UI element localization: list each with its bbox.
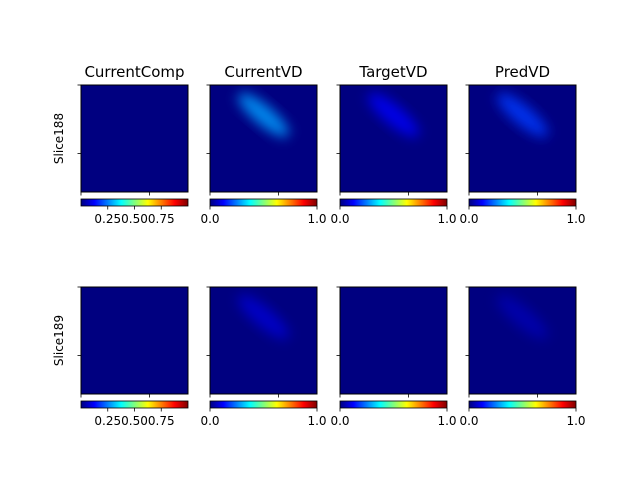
heatmap-background: [340, 85, 447, 192]
heatmap-feature: [238, 295, 289, 339]
colorbar-tick-label: 1.0: [437, 212, 456, 226]
axes-frame: [468, 286, 577, 395]
heatmap-background: [340, 287, 447, 394]
panel-r0-c0: CurrentComp Slice188 0.25 0.50 0.75: [52, 63, 189, 226]
colorbar-tick-label: 1.0: [307, 414, 326, 428]
axes-frame: [339, 84, 448, 193]
colorbar-gradient: [468, 198, 577, 207]
heatmap-image: [340, 85, 447, 192]
colorbar-gradient: [339, 400, 448, 409]
heatmap-image: [340, 287, 447, 394]
colorbar-tick-label: 0.25: [94, 414, 121, 428]
heatmap-background: [81, 85, 188, 192]
row-label: Slice189: [52, 315, 66, 366]
colorbar-tick-label: 0.0: [459, 414, 478, 428]
colorbar-tick-label: 1.0: [307, 212, 326, 226]
colorbar: 0.25 0.50 0.75: [80, 198, 189, 226]
heatmap-background: [469, 287, 576, 394]
heatmap-image: [210, 287, 317, 394]
panel-title: PredVD: [495, 63, 550, 81]
colorbar: 0.0 1.0: [330, 198, 457, 226]
panel-r0-c1: CurrentVD 0.0 1.0: [200, 63, 326, 226]
colorbar: 0.25 0.50 0.75: [80, 400, 189, 428]
colorbar-gradient: [468, 400, 577, 409]
colorbar: 0.0 1.0: [200, 400, 327, 428]
colorbar-tick-label: 0.0: [330, 414, 349, 428]
panel-r1-c2: 0.0 1.0: [330, 286, 457, 428]
colorbar-tick-label: 0.75: [148, 414, 175, 428]
axes-frame: [209, 286, 318, 395]
heatmap-feature: [368, 93, 419, 137]
colorbar-tick-label: 0.75: [148, 212, 175, 226]
panel-r1-c0: Slice189 0.25 0.50 0.75: [52, 286, 189, 428]
colorbar-tick-label: 1.0: [437, 414, 456, 428]
colorbar-tick-label: 0.50: [121, 414, 148, 428]
colorbar-gradient: [209, 198, 318, 207]
colorbar-tick-label: 0.50: [121, 212, 148, 226]
row-label: Slice188: [52, 113, 66, 164]
panel-r1-c1: 0.0 1.0: [200, 286, 327, 428]
panel-title: CurrentVD: [224, 63, 302, 81]
heatmap-image: [81, 287, 188, 394]
colorbar-tick-label: 0.0: [459, 212, 478, 226]
axes-frame: [468, 84, 577, 193]
heatmap-image: [81, 85, 188, 192]
panel-r0-c2: TargetVD 0.0 1.0: [330, 63, 456, 226]
panel-r1-c3: 0.0 1.0: [459, 286, 586, 428]
panel-title: TargetVD: [358, 63, 427, 81]
colorbar-tick-label: 0.0: [200, 414, 219, 428]
axes-frame: [339, 286, 448, 395]
heatmap-image: [469, 287, 576, 394]
axes-frame: [80, 286, 189, 395]
colorbar-gradient: [209, 400, 318, 409]
heatmap-background: [469, 85, 576, 192]
colorbar-gradient: [80, 198, 189, 207]
colorbar-tick-label: 1.0: [566, 212, 585, 226]
heatmap-feature: [497, 295, 548, 339]
heatmap-background: [210, 85, 317, 192]
heatmap-image: [469, 85, 576, 192]
colorbar-gradient: [339, 198, 448, 207]
colorbar: 0.0 1.0: [459, 198, 586, 226]
heatmap-feature: [238, 93, 289, 137]
colorbar-tick-label: 0.25: [94, 212, 121, 226]
heatmap-feature: [497, 93, 548, 137]
colorbar-tick-label: 1.0: [566, 414, 585, 428]
colorbar-tick-label: 0.0: [200, 212, 219, 226]
heatmap-background: [210, 287, 317, 394]
colorbar: 0.0 1.0: [200, 198, 327, 226]
panel-title: CurrentComp: [84, 63, 184, 81]
panel-r0-c3: PredVD 0.0 1.0: [459, 63, 585, 226]
heatmap-background: [81, 287, 188, 394]
colorbar-gradient: [80, 400, 189, 409]
axes-frame: [80, 84, 189, 193]
heatmap-image: [210, 85, 317, 192]
colorbar-tick-label: 0.0: [330, 212, 349, 226]
colorbar: 0.0 1.0: [330, 400, 457, 428]
axes-frame: [209, 84, 318, 193]
colorbar: 0.0 1.0: [459, 400, 586, 428]
